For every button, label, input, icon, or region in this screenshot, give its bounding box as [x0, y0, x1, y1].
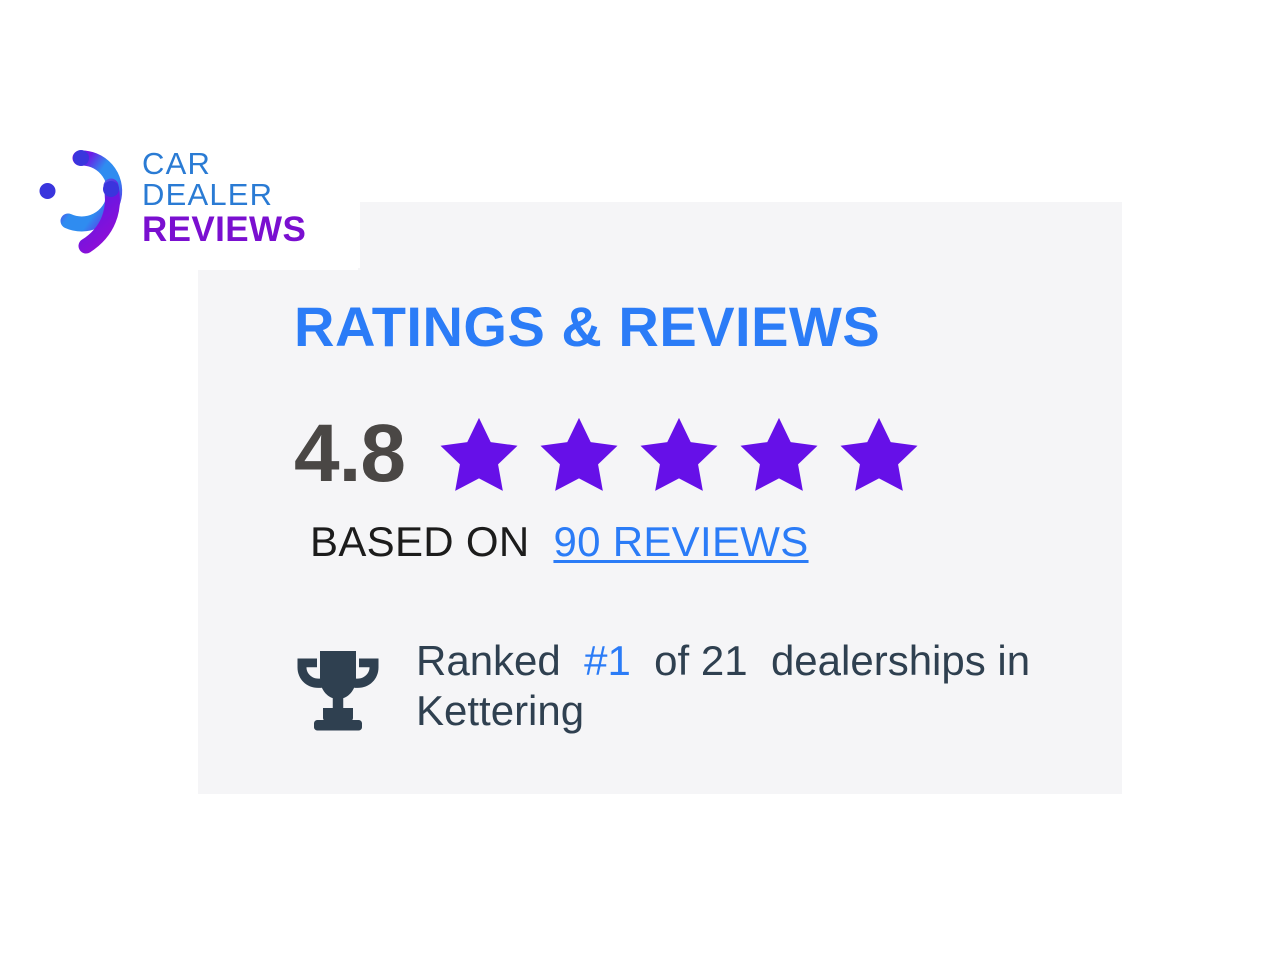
page-title: RATINGS & REVIEWS	[294, 295, 881, 358]
ratings-reviews-card: RATINGS & REVIEWS 4.8	[198, 202, 1122, 794]
ranking-total: of 21	[654, 637, 748, 684]
brand-line-car: CAR	[142, 145, 212, 181]
brand-wordmark: CAR DEALER REVIEWS	[142, 145, 307, 253]
star-icon	[740, 417, 818, 491]
ranking-text: Ranked #1 of 21 dealerships in Kettering	[416, 636, 1036, 735]
brand-logo[interactable]: CAR DEALER REVIEWS	[24, 132, 360, 268]
ranking-location: dealerships in Kettering	[416, 637, 1031, 734]
cdr-swoosh-logo-icon	[39, 150, 123, 254]
rating-score-row: 4.8	[294, 408, 923, 504]
brand-line-dealer: DEALER	[142, 177, 274, 213]
ranking-prefix: Ranked	[416, 637, 561, 684]
rating-score: 4.8	[294, 408, 406, 499]
star-rating	[435, 412, 923, 500]
star-icon	[640, 417, 718, 491]
star-icon	[840, 417, 918, 491]
ranking-position: #1	[584, 637, 631, 684]
reviews-count-link[interactable]: 90 REVIEWS	[553, 518, 809, 565]
based-on-label: BASED ON	[310, 518, 530, 565]
star-icon	[540, 417, 618, 491]
star-icon	[440, 417, 518, 491]
based-on-row: BASED ON 90 REVIEWS	[310, 518, 809, 566]
brand-line-reviews: REVIEWS	[142, 209, 307, 249]
ranking-row: Ranked #1 of 21 dealerships in Kettering	[290, 636, 1036, 738]
trophy-icon	[297, 651, 379, 731]
